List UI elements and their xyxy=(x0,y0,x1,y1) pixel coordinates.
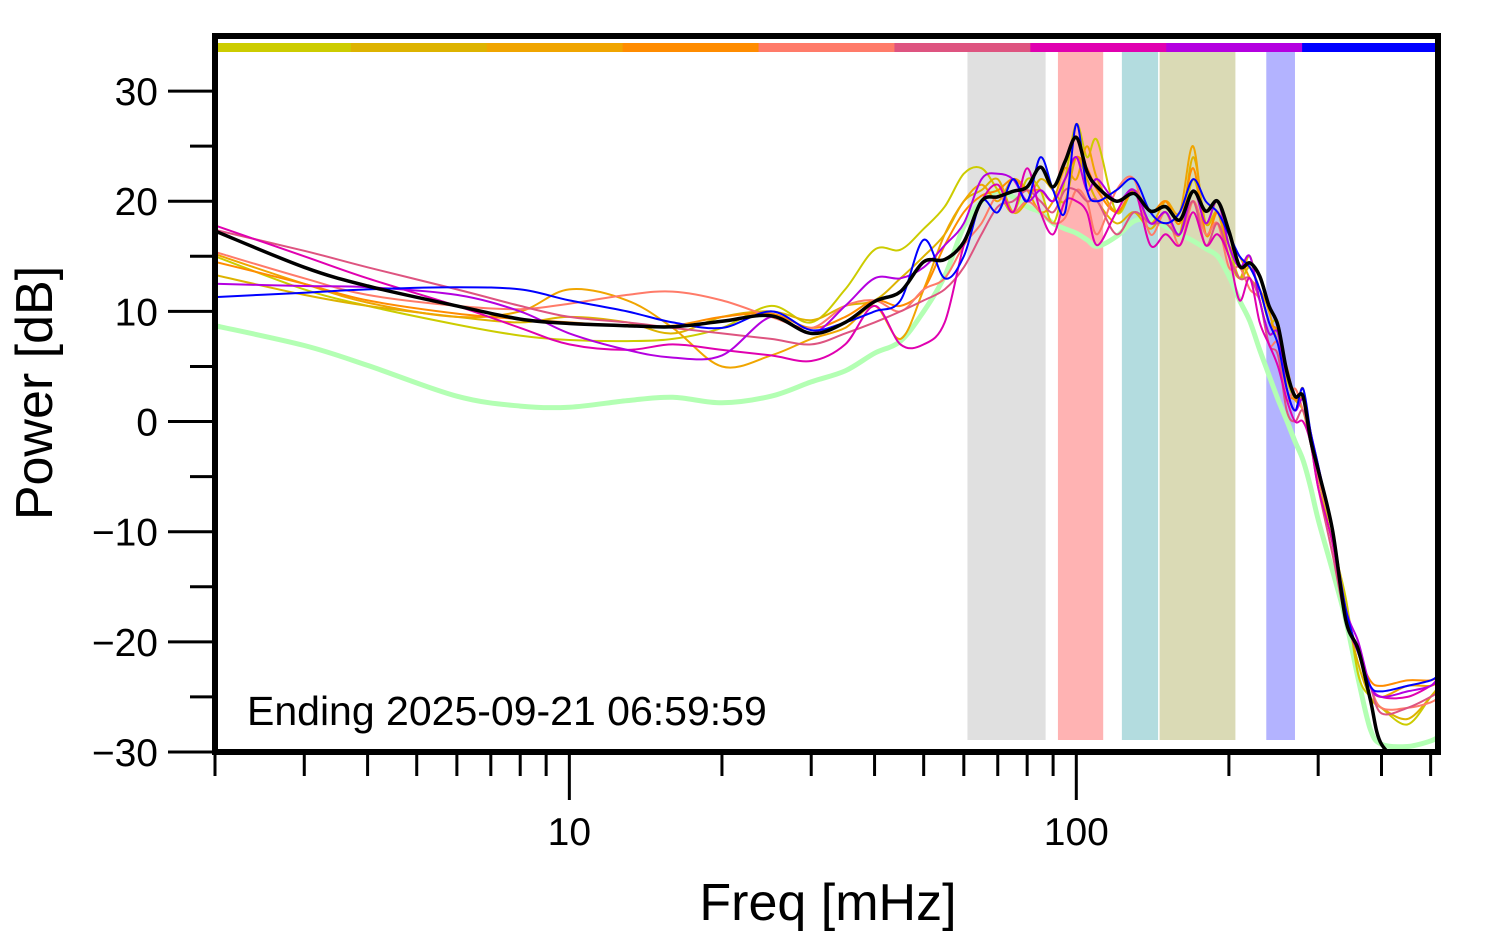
x-tick-label: 100 xyxy=(1044,811,1109,854)
color-bar-segment xyxy=(486,43,624,52)
color-bar-segment xyxy=(894,43,1031,52)
y-tick-label: 30 xyxy=(115,71,158,114)
color-bar-segment xyxy=(1166,43,1303,52)
color-bar-segment xyxy=(1030,43,1167,52)
color-bar-segment xyxy=(622,43,760,52)
y-tick-label: 20 xyxy=(115,181,158,224)
x-tick-label: 10 xyxy=(548,811,591,854)
frequency-bands xyxy=(967,52,1295,740)
series-line xyxy=(215,123,1438,693)
series-lines xyxy=(215,123,1438,752)
color-bar-segment xyxy=(1302,43,1439,52)
ending-timestamp-annotation: Ending 2025-09-21 06:59:59 xyxy=(247,688,767,734)
series-line xyxy=(215,155,1438,687)
series-color-bar xyxy=(215,43,1439,52)
series-line xyxy=(215,155,1438,721)
color-bar-segment xyxy=(350,43,488,52)
y-axis-title: Power [dB] xyxy=(6,266,64,520)
frequency-band xyxy=(1121,52,1159,740)
series-line xyxy=(215,156,1438,698)
y-tick-label: 10 xyxy=(115,291,158,334)
frequency-band xyxy=(967,52,1046,740)
frequency-band xyxy=(1159,52,1236,740)
x-axis-title: Freq [mHz] xyxy=(699,874,956,932)
color-bar-segment xyxy=(758,43,895,52)
frequency-band xyxy=(1057,52,1104,740)
series-line xyxy=(215,135,1391,752)
y-axis: 30 20 10 0 −10 −20 −30 xyxy=(92,71,215,775)
series-line xyxy=(215,123,1438,726)
series-line xyxy=(215,167,1438,700)
y-tick-label: −10 xyxy=(92,512,158,555)
y-tick-label: −20 xyxy=(92,622,158,665)
color-bar-segment xyxy=(215,43,352,52)
x-axis: 10 100 xyxy=(213,752,1433,854)
series-line xyxy=(215,175,1438,711)
y-tick-label: 0 xyxy=(136,402,158,445)
plot-frame xyxy=(212,33,1441,755)
y-tick-label: −30 xyxy=(92,732,158,775)
series-line xyxy=(215,145,1438,698)
series-line xyxy=(215,188,1438,750)
